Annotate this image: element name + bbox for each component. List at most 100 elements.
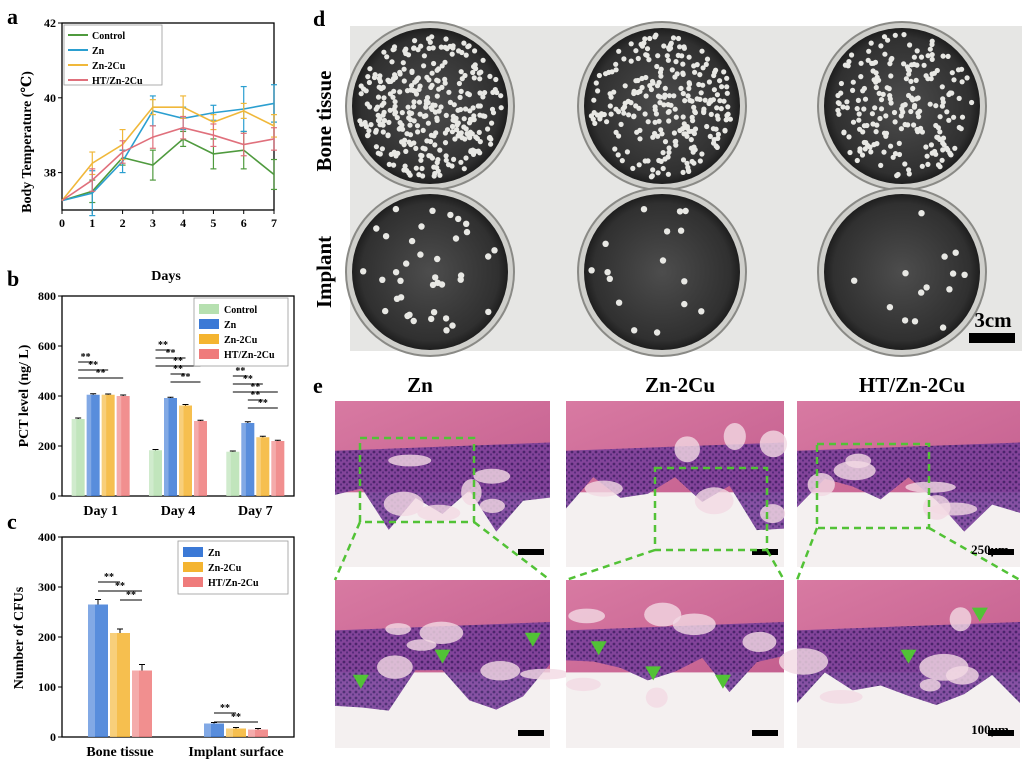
bacterial-colony [706,79,713,85]
green-arrow-icon [645,666,662,681]
bacterial-colony [628,58,634,64]
bacterial-colony [442,315,450,322]
bacterial-colony [457,94,463,100]
bacterial-colony [631,327,638,334]
bacterial-colony [657,94,663,100]
bacterial-colony [619,158,625,164]
bacterial-colony [476,129,482,135]
bacterial-colony [458,69,464,75]
bacterial-colony [628,41,634,47]
bacterial-colony [391,149,397,155]
bacterial-colony [436,86,442,92]
bacterial-colony [449,51,455,57]
scale-bar [518,730,544,736]
bacterial-colony [397,125,403,131]
bacterial-colony [413,91,420,97]
bacterial-colony [925,53,931,59]
bacterial-colony [432,109,438,115]
bacterial-colony [472,48,478,54]
bacterial-colony [449,322,456,329]
bacterial-colony [668,40,674,46]
column-header-ht-zn-2cu: HT/Zn-2Cu [859,373,966,397]
bacterial-colony [494,89,500,96]
bacterial-colony [949,70,955,76]
bacterial-colony [949,270,957,277]
bacterial-colony [840,104,846,110]
bacterial-colony [910,85,916,92]
bacterial-colony [442,76,448,82]
zoom-connector [928,526,1021,582]
bacterial-colony [392,111,398,117]
bacterial-colony [455,215,462,223]
bacterial-colony [424,74,430,80]
significance-label: ** [126,590,136,601]
bacterial-colony [887,93,893,99]
green-arrow-icon [971,607,988,622]
bacterial-colony [391,106,397,112]
y-tick-label: 400 [38,530,56,544]
bacterial-colony [639,84,645,91]
bar-highlight [86,394,92,496]
bacterial-colony [694,96,700,102]
bacterial-colony [457,272,465,279]
scale-label-100um: 100μm [971,722,1009,737]
bacterial-colony [721,69,727,75]
bacterial-colony [489,120,495,126]
bacterial-colony [698,308,705,315]
bacterial-colony [850,87,856,93]
bacterial-colony [677,44,683,50]
bacterial-colony [711,72,717,79]
bacterial-colony [431,164,437,170]
bacterial-colony [417,251,424,258]
bacterial-colony [722,127,728,133]
bacterial-colony [451,102,457,108]
bacterial-colony [433,130,439,136]
bacterial-colony [724,84,730,90]
scale-bar [988,730,1014,736]
legend-label-control: Control [92,31,125,42]
bacterial-colony [366,128,372,134]
bacterial-colony [933,103,939,109]
bacterial-colony [402,163,408,169]
bacterial-colony [421,53,427,59]
bone-space [568,608,606,624]
bacterial-colony [874,141,880,147]
bacterial-colony [662,139,669,145]
bacterial-colony [687,97,693,103]
bacterial-colony [463,220,470,227]
bacterial-colony [666,45,672,51]
bacterial-colony [425,120,431,126]
bacterial-colony [723,117,729,123]
bacterial-colony [463,155,469,161]
zoom-connector [765,549,786,581]
bacterial-colony [715,135,721,141]
bacterial-colony [681,45,688,51]
cell-infiltrate [335,622,550,711]
bacterial-colony [456,80,462,87]
bacterial-colony [918,210,925,217]
bar-control-day-7 [226,451,240,496]
series-line-zn [61,102,275,202]
x-tick-label: 5 [210,216,216,230]
bacterial-colony [699,151,705,157]
bacterial-colony [653,329,661,336]
bacterial-colony [665,154,671,160]
bacterial-colony [465,44,471,50]
bacterial-colony [714,92,721,98]
bacterial-colony [901,61,907,67]
zoom-region-box [815,442,931,530]
y-tick-label: 600 [38,339,56,353]
bacterial-colony [465,91,471,97]
bacterial-colony [864,122,870,129]
bacterial-colony [430,309,438,316]
bacterial-colony [964,75,970,81]
histology-tile [797,401,1020,567]
bacterial-colony [459,76,465,82]
bacterial-colony [387,107,393,113]
bacterial-colony [677,127,683,134]
legend-label-zn-2cu: Zn-2Cu [224,335,258,346]
y-tick-label: 0 [50,730,56,744]
scale-bar-3cm-label: 3cm [974,308,1012,332]
bacterial-colony [672,106,678,112]
